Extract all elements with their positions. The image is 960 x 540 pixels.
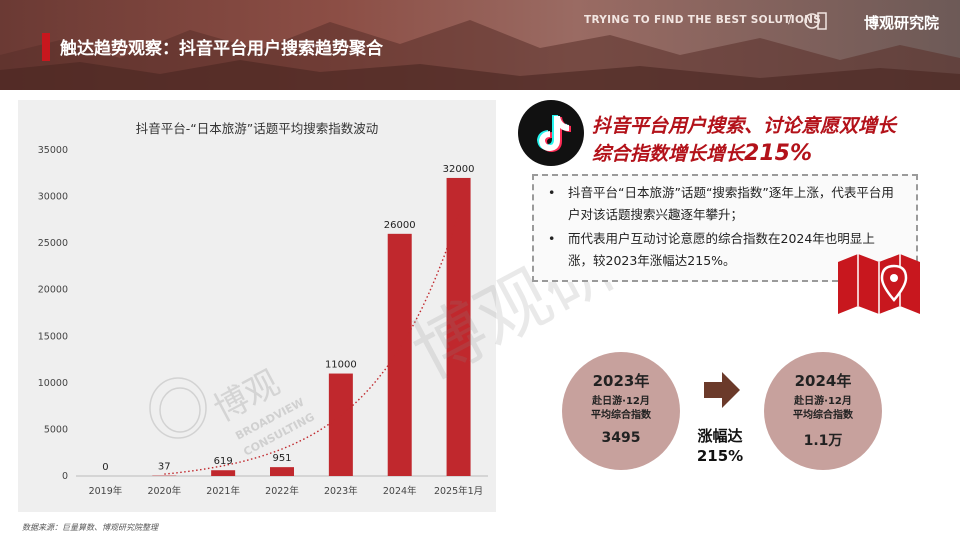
bullet-dot: • <box>548 185 556 200</box>
tiktok-logo-icon <box>518 100 584 166</box>
growth-value: 215% <box>696 447 744 465</box>
compare-2023-line2: 平均综合指数 <box>591 410 651 421</box>
headline-line2: 综合指数增长增长215% <box>592 140 896 168</box>
trendline <box>164 214 460 475</box>
compare-2023-circle: 2023年 赴日游·12月 平均综合指数 3495 <box>562 352 680 470</box>
y-tick-label: 0 <box>62 471 68 482</box>
chart-bar <box>211 470 236 476</box>
chart-panel: 抖音平台-“日本旅游”话题平均搜索指数波动 0 5000 10000 15000 200… <box>18 100 496 512</box>
x-tick-label: 2020年 <box>147 485 181 497</box>
y-tick-label: 30000 <box>38 192 68 203</box>
y-tick-label: 20000 <box>38 285 68 296</box>
compare-2024-circle: 2024年 赴日游·12月 平均综合指数 1.1万 <box>764 352 882 470</box>
header-banner: 触达趋势观察：抖音平台用户搜索趋势聚合 TRYING TO FIND THE B… <box>0 0 960 90</box>
brand-logo-icon <box>804 12 827 30</box>
compare-2023-line1: 赴日游·12月 <box>592 396 650 407</box>
data-label: 32000 <box>443 164 475 175</box>
right-arrow-icon <box>704 372 740 408</box>
y-tick-label: 15000 <box>38 331 68 342</box>
map-pin-icon <box>838 254 920 314</box>
y-tick-label: 35000 <box>38 145 68 156</box>
chart-bar <box>387 233 412 476</box>
x-tick-label: 2023年 <box>324 485 358 497</box>
compare-2024-year: 2024年 <box>794 372 852 390</box>
x-tick-label: 2025年1月 <box>434 485 483 497</box>
data-label: 619 <box>214 456 233 467</box>
chart-bar <box>328 373 353 476</box>
headline-growth-pct: 215% <box>744 141 812 166</box>
y-tick-label: 10000 <box>38 378 68 389</box>
data-label: 26000 <box>384 220 416 231</box>
x-tick-label: 2019年 <box>89 485 123 497</box>
bullet-item-1: • 抖音平台“日本旅游”话题“搜索指数”逐年上涨，代表平台用户对该话题搜索兴趣逐… <box>548 182 894 226</box>
data-label: 0 <box>102 462 108 473</box>
y-tick-label: 25000 <box>38 238 68 249</box>
page-title: 触达趋势观察：抖音平台用户搜索趋势聚合 <box>60 39 383 59</box>
x-tick-label: 2022年 <box>265 485 299 497</box>
compare-2024-line2: 平均综合指数 <box>793 410 853 421</box>
headline-line2-prefix: 综合指数增长增长 <box>592 143 745 165</box>
data-label: 37 <box>158 462 171 473</box>
bullet-text-1: 抖音平台“日本旅游”话题“搜索指数”逐年上涨，代表平台用户对该话题搜索兴趣逐年攀… <box>568 185 894 222</box>
bullet-dot: • <box>548 231 556 246</box>
bullet-item-2: • 而代表用户互动讨论意愿的综合指数在2024年也明显上涨，较2023年涨幅达2… <box>548 228 894 272</box>
header-separator: / <box>788 12 793 26</box>
bullet-text-2: 而代表用户互动讨论意愿的综合指数在2024年也明显上涨，较2023年涨幅达215… <box>568 231 875 268</box>
chart-title: 抖音平台-“日本旅游”话题平均搜索指数波动 <box>135 121 379 136</box>
x-tick-label: 2021年 <box>206 485 240 497</box>
growth-label: 涨幅达 215% <box>688 426 752 466</box>
compare-2023-year: 2023年 <box>592 372 650 390</box>
compare-2024-value: 1.1万 <box>803 433 843 449</box>
header-slogan: TRYING TO FIND THE BEST SOLUTIONS <box>584 14 822 26</box>
compare-2023-value: 3495 <box>601 430 641 446</box>
compare-2024-line1: 赴日游·12月 <box>794 396 852 407</box>
bar-chart: 0 5000 10000 15000 20000 25000 30000 35000 0 2019… <box>38 145 488 497</box>
data-label: 11000 <box>325 360 357 371</box>
chart-bar <box>446 177 471 476</box>
chart-bar <box>270 467 294 476</box>
insight-box: • 抖音平台“日本旅游”话题“搜索指数”逐年上涨，代表平台用户对该话题搜索兴趣逐… <box>532 174 918 282</box>
brand-name: 博观研究院 <box>864 14 940 32</box>
headline: 抖音平台用户搜索、讨论意愿双增长 综合指数增长增长215% <box>592 112 896 168</box>
mountain-background <box>0 20 960 90</box>
y-tick-label: 5000 <box>44 424 68 435</box>
growth-text: 涨幅达 <box>697 427 743 445</box>
x-tick-label: 2024年 <box>383 485 417 497</box>
data-source-note: 数据来源：巨量算数、博观研究院整理 <box>22 523 158 532</box>
headline-line1: 抖音平台用户搜索、讨论意愿双增长 <box>592 115 897 137</box>
title-accent-bar <box>42 33 50 61</box>
data-label: 951 <box>272 453 291 464</box>
